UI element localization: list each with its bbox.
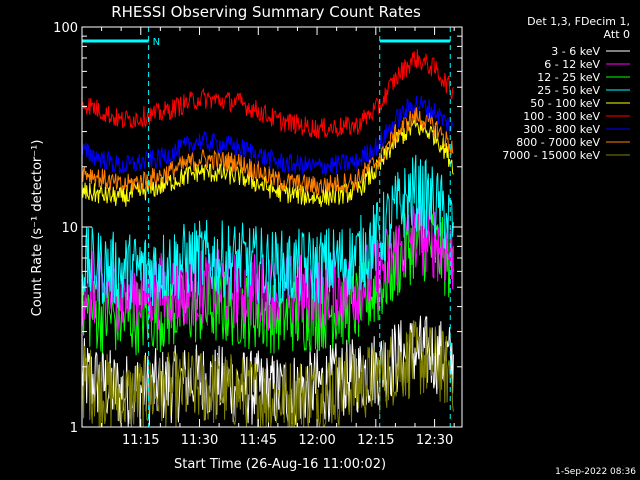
legend-label: 50 - 100 keV bbox=[530, 97, 600, 110]
legend-label: 300 - 800 keV bbox=[523, 123, 600, 136]
x-tick-label: 11:30 bbox=[181, 433, 218, 448]
legend-header-line-2: Att 0 bbox=[604, 28, 630, 41]
x-tick-label: 12:00 bbox=[298, 433, 335, 448]
chart-title: RHESSI Observing Summary Count Rates bbox=[111, 3, 421, 21]
legend-header-line-1: Det 1,3, FDecim 1, bbox=[527, 15, 630, 28]
series-line-100-300kev bbox=[81, 49, 454, 139]
legend-label: 100 - 300 keV bbox=[523, 110, 600, 123]
series-line-7000-15000kev bbox=[81, 320, 454, 428]
series-line-50-100kev bbox=[81, 117, 454, 208]
series-line-3-6kev bbox=[81, 315, 454, 428]
x-tick-label: 12:15 bbox=[357, 433, 394, 448]
x-tick-label: 12:30 bbox=[416, 433, 453, 448]
y-tick-label: 1 bbox=[70, 421, 78, 436]
y-tick-label: 100 bbox=[53, 21, 78, 36]
legend-label: 6 - 12 keV bbox=[544, 58, 600, 71]
footer-timestamp: 1-Sep-2022 08:36 bbox=[555, 467, 636, 477]
legend-label: 7000 - 15000 keV bbox=[502, 149, 600, 162]
series-line-25-50kev bbox=[81, 154, 454, 310]
x-tick-label: 11:15 bbox=[122, 433, 159, 448]
tick-layer: 11:15 11:30 11:45 12:00 12:15 12:30 1 10 100 bbox=[53, 21, 462, 448]
legend-label: 3 - 6 keV bbox=[551, 45, 600, 58]
y-axis-title: Count Rate (s⁻¹ detector⁻¹) bbox=[30, 140, 45, 317]
annotation-layer: N bbox=[82, 27, 451, 427]
series-line-300-800kev bbox=[81, 95, 454, 176]
legend-label: 800 - 7000 keV bbox=[516, 136, 600, 149]
x-tick-label: 11:45 bbox=[240, 433, 277, 448]
series-line-6-12kev bbox=[81, 202, 454, 334]
y-tick-label: 10 bbox=[61, 221, 78, 236]
legend-label: 25 - 50 keV bbox=[537, 84, 600, 97]
series-line-12-25kev bbox=[81, 212, 454, 356]
series-layer bbox=[81, 49, 454, 428]
night-marker-label: N bbox=[153, 37, 160, 48]
legend-label: 12 - 25 keV bbox=[537, 71, 600, 84]
x-axis-title: Start Time (26-Aug-16 11:00:02) bbox=[174, 457, 386, 472]
